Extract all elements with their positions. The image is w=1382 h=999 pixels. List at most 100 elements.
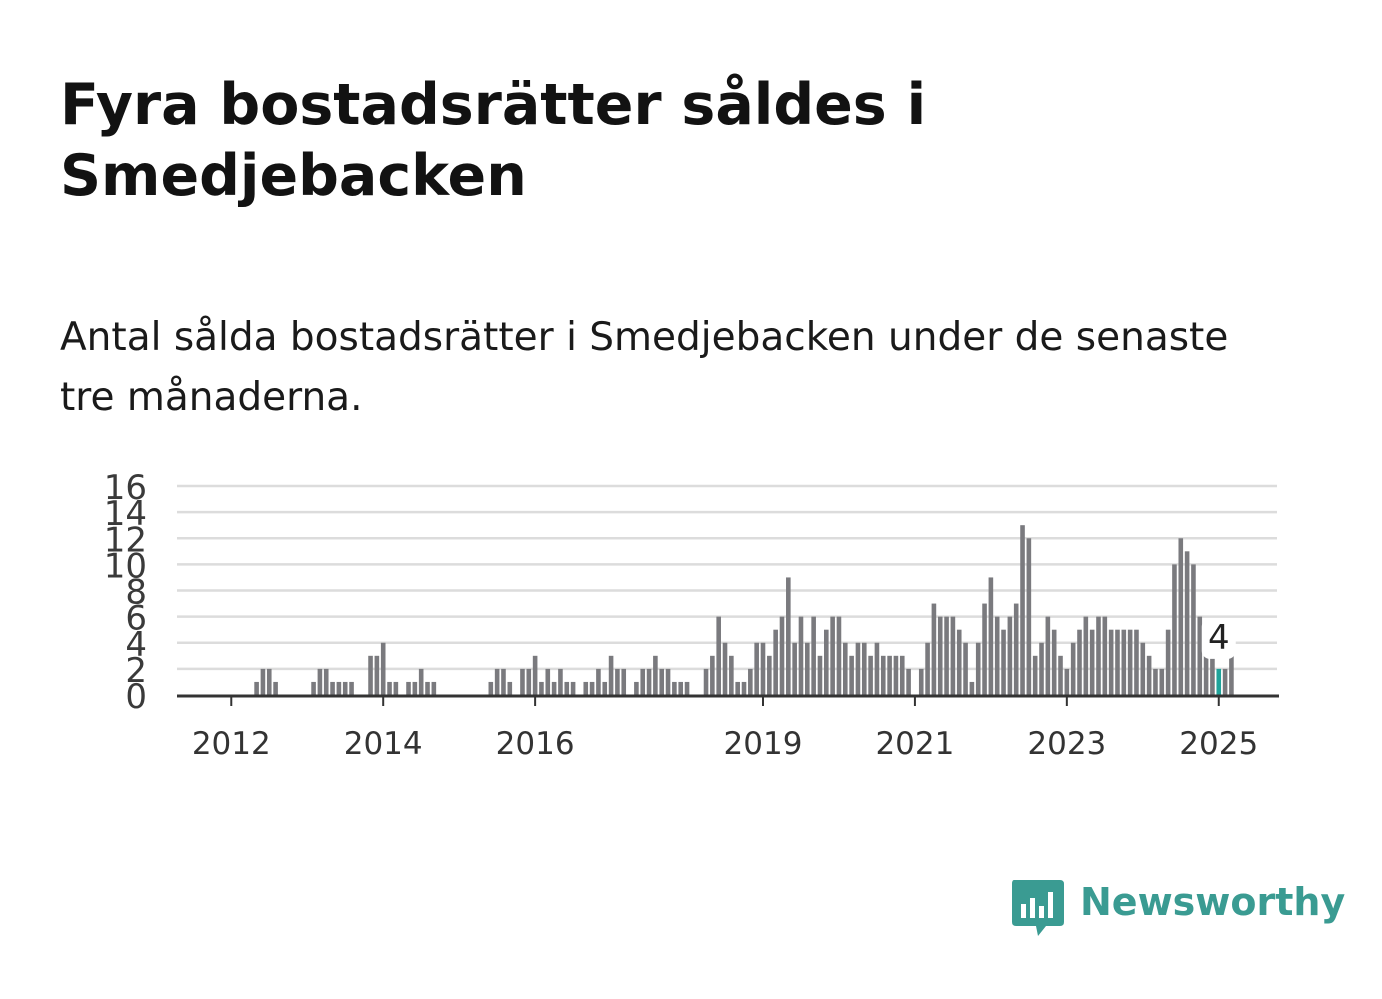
- y-tick-label: 8: [125, 573, 147, 613]
- bar: [741, 681, 747, 695]
- bar: [1184, 551, 1190, 695]
- bar: [1051, 629, 1057, 695]
- bar: [621, 668, 627, 695]
- y-tick-label: 4: [125, 625, 147, 665]
- bar: [716, 616, 721, 695]
- bar: [805, 642, 810, 695]
- page-title: Fyra bostadsrätter såldes i Smedjebacken: [60, 72, 927, 209]
- newsworthy-logo-icon: [1012, 880, 1064, 936]
- bar: [893, 655, 899, 695]
- bar: [1032, 655, 1038, 695]
- y-tick-label: 16: [104, 468, 147, 508]
- bar: [931, 603, 937, 695]
- bar: [507, 681, 513, 695]
- bar: [1096, 616, 1101, 695]
- bar: [317, 668, 323, 695]
- bar: [703, 668, 709, 695]
- x-tick-label: 2021: [875, 726, 954, 762]
- bar: [767, 655, 772, 695]
- bar: [1203, 629, 1209, 695]
- bar: [672, 681, 677, 695]
- bar: [330, 681, 335, 695]
- x-tick-label: 2012: [192, 726, 271, 762]
- bar: [418, 668, 424, 695]
- bar: [887, 655, 892, 695]
- bar: [583, 681, 589, 695]
- bar: [786, 577, 791, 695]
- x-tick-label: 2016: [496, 726, 575, 762]
- bar: [944, 616, 949, 695]
- bar: [937, 616, 943, 695]
- bar: [665, 668, 671, 695]
- highlight-bar: [1216, 668, 1222, 695]
- bar: [906, 668, 911, 695]
- bar: [1070, 642, 1076, 695]
- y-tick-label: 6: [125, 599, 147, 639]
- bar: [880, 655, 886, 695]
- bar: [1127, 629, 1133, 695]
- bar: [558, 668, 563, 695]
- bar: [1172, 564, 1177, 695]
- bar: [925, 642, 930, 695]
- y-tick-label: 10: [104, 546, 147, 586]
- bar: [963, 642, 968, 695]
- bar: [254, 681, 259, 695]
- bar: [615, 668, 620, 695]
- bar: [855, 642, 861, 695]
- bar: [798, 616, 804, 695]
- bar: [1077, 629, 1082, 695]
- bar: [1020, 525, 1025, 695]
- newsworthy-logo[interactable]: Newsworthy: [1010, 878, 1345, 942]
- bar: [982, 603, 987, 695]
- y-tick-label: 0: [125, 677, 147, 717]
- bar: [494, 668, 500, 695]
- bar: [266, 668, 272, 695]
- bar: [323, 668, 329, 695]
- data-label-background: [1201, 618, 1236, 659]
- bar: [1045, 616, 1051, 695]
- bar: [849, 655, 854, 695]
- bar: [729, 655, 734, 695]
- x-tick-label: 2014: [344, 726, 423, 762]
- bar: [1083, 616, 1089, 695]
- x-tick-label: 2019: [724, 726, 803, 762]
- bar: [425, 681, 430, 695]
- bar: [1197, 616, 1203, 695]
- bar: [975, 642, 981, 695]
- bar: [1140, 642, 1146, 695]
- bar: [387, 681, 392, 695]
- bar: [336, 681, 342, 695]
- bar: [488, 681, 494, 695]
- bar: [918, 668, 924, 695]
- bar: [539, 681, 544, 695]
- bar: [1222, 668, 1228, 695]
- bar: [412, 681, 418, 695]
- bar: [1121, 629, 1127, 695]
- x-tick-label: 2025: [1179, 726, 1258, 762]
- bar: [1210, 642, 1215, 695]
- bar: [659, 668, 665, 695]
- bar: [1146, 655, 1152, 695]
- bar: [311, 681, 316, 695]
- bar: [1153, 668, 1158, 695]
- bar: [374, 655, 380, 695]
- bar: [551, 681, 557, 695]
- bar: [602, 681, 608, 695]
- bar: [526, 668, 532, 695]
- bar: [640, 668, 646, 695]
- bar: [817, 655, 823, 695]
- bar: [1165, 629, 1171, 695]
- bar: [1058, 655, 1063, 695]
- bar: [1089, 629, 1095, 695]
- bar: [349, 681, 354, 695]
- bar: [1026, 538, 1032, 695]
- brand-name: Newsworthy: [1080, 880, 1346, 924]
- bar: [1191, 564, 1196, 695]
- bar: [393, 681, 399, 695]
- bar: [1064, 668, 1070, 695]
- bar: [1007, 616, 1013, 695]
- bar: [722, 642, 728, 695]
- bar: [646, 668, 652, 695]
- bar: [748, 668, 753, 695]
